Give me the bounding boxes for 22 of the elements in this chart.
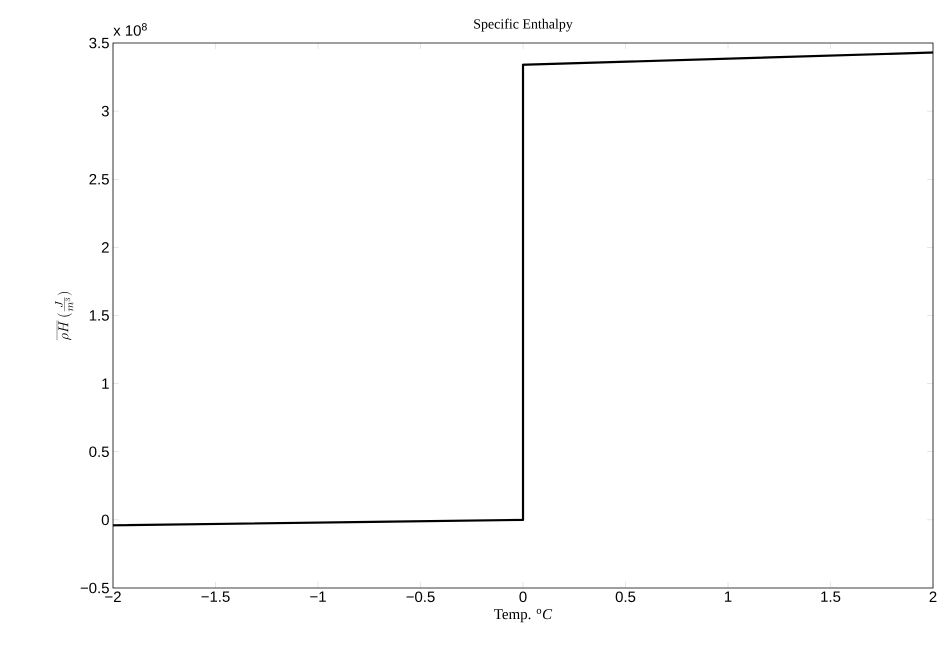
y-tick-label: 1.5 xyxy=(90,310,109,321)
y-tick-label: 0.5 xyxy=(89,446,109,458)
y-tick-label: 1 xyxy=(102,378,109,389)
y-tick-label: 0 xyxy=(102,514,109,526)
y-tick-label: 3.5 xyxy=(89,38,109,48)
x-tick-label: 1 xyxy=(724,592,732,602)
y-tick-label: 2.5 xyxy=(89,174,109,185)
x-tick-label: −1.5 xyxy=(201,592,230,602)
chart-title: Specific Enthalpy xyxy=(474,18,573,32)
x-tick-label: −1 xyxy=(310,592,326,602)
y-tick-label: −0.5 xyxy=(80,582,109,594)
x-axis-title: Temp. $^{o}$C xyxy=(494,608,552,622)
y-tick-label: 2 xyxy=(102,242,109,253)
y-axis-title: $\overline{\rho H}\,(\frac{J}{m^3})$ xyxy=(55,292,74,340)
x-tick-label: −2 xyxy=(105,592,121,602)
x-tick-label: 2 xyxy=(930,592,936,602)
y-tick-label: 3 xyxy=(102,106,109,116)
x-tick-label: 1.5 xyxy=(821,592,840,602)
text: x 10$^{8}$ xyxy=(113,23,147,36)
x-tick-label: 0 xyxy=(519,592,527,602)
x-tick-label: −0.5 xyxy=(406,592,435,602)
x-tick-label: 0.5 xyxy=(616,592,636,602)
